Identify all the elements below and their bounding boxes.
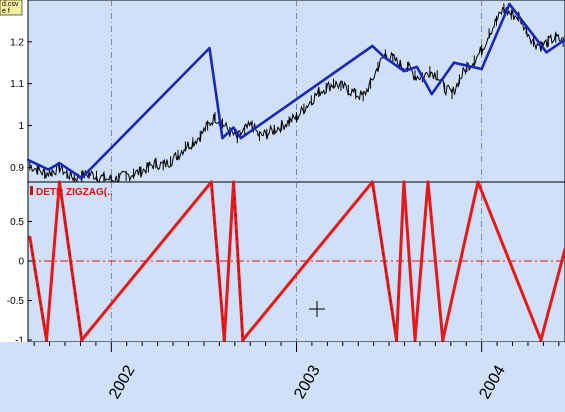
indicator-segment-14 [476, 180, 543, 342]
indicator-point-6 [232, 180, 236, 184]
indicator-point-8 [370, 180, 374, 184]
price-zigzag-point-6 [232, 126, 235, 129]
indicator-point-0 [28, 235, 32, 239]
indicator-point-1 [45, 338, 49, 342]
price-y-tick-label-1: 1 [18, 121, 24, 132]
indicator-segment-1 [45, 180, 61, 342]
indicator-segment-7 [241, 180, 374, 342]
price-grid [110, 0, 483, 182]
indicator-segment-shade-0 [29, 237, 48, 341]
price-zigzag [26, 2, 565, 180]
indicator-point-15 [539, 338, 543, 342]
price-zigzag-point-2 [58, 162, 61, 165]
price-zigzag-point-13 [452, 61, 456, 64]
indicator-segment-13 [441, 180, 480, 342]
indicator-segment-4 [209, 180, 226, 342]
indicator-point-13 [441, 338, 445, 342]
indicator-point-10 [402, 180, 406, 184]
indicator-segment-5 [222, 180, 236, 342]
indicator-point-7 [241, 338, 245, 342]
price-zigzag-point-10 [402, 69, 406, 73]
price-zigzag-point-1 [47, 168, 50, 171]
indicator-point-9 [394, 338, 398, 342]
price-y-tick-label-0: 0.9 [10, 163, 24, 174]
indicator-segment-8 [370, 180, 398, 342]
price-y-tick-label-2: 1.1 [10, 79, 24, 90]
indicator-y-tick-label-0: -1 [15, 336, 24, 347]
indicator-legend-swatch [30, 186, 33, 195]
price-zigzag-point-9 [382, 55, 385, 58]
file-info-line-1: d.csv [2, 1, 19, 8]
indicator-point-5 [222, 338, 226, 342]
indicator-point-12 [426, 180, 430, 184]
price-zigzag-point-11 [415, 65, 419, 69]
price-zigzag-point-5 [221, 136, 224, 140]
price-zigzag-point-8 [371, 44, 374, 48]
indicator-y-tick-label-1: -0.5 [7, 296, 25, 307]
file-info-line-2: e f [2, 8, 10, 15]
indicator-segment-9 [394, 180, 406, 342]
price-zigzag-point-15 [508, 2, 511, 6]
indicator-series [28, 180, 565, 342]
price-zigzag-point-12 [430, 92, 433, 96]
indicator-segment-10 [402, 180, 417, 342]
indicator-point-3 [80, 338, 84, 342]
indicator-title: DETR ZIGZAG(.. [36, 187, 113, 198]
indicator-y-axis: -1 -0.5 0 0.5 [7, 217, 32, 347]
price-zigzag-point-4 [208, 46, 211, 50]
price-zigzag-point-14 [480, 67, 483, 71]
price-y-tick-label-3: 1.2 [10, 37, 24, 48]
indicator-y-tick-label-3: 0.5 [10, 217, 24, 228]
indicator-segment-12 [426, 180, 445, 342]
indicator-point-2 [57, 180, 61, 184]
indicator-point-11 [413, 338, 417, 342]
price-y-axis: 0.9 1 1.1 1.2 [10, 37, 32, 174]
time-axis-band [0, 342, 565, 412]
indicator-segment-15 [539, 247, 565, 342]
indicator-grid [28, 182, 565, 342]
indicator-segment-6 [232, 180, 245, 342]
indicator-segment-11 [413, 180, 430, 342]
indicator-segment-2 [57, 180, 84, 342]
price-zigzag-point-3 [80, 176, 83, 180]
price-zigzag-line [27, 2, 565, 180]
indicator-segment-3 [80, 180, 213, 342]
price-zigzag-point-7 [239, 136, 243, 140]
indicator-point-14 [476, 180, 480, 184]
indicator-y-tick-label-2: 0 [18, 257, 24, 268]
indicator-point-4 [209, 180, 213, 184]
crosshair-cursor [309, 301, 325, 317]
price-zigzag-point-0 [26, 158, 30, 162]
price-zigzag-point-16 [545, 51, 548, 54]
file-info-box [0, 0, 23, 16]
